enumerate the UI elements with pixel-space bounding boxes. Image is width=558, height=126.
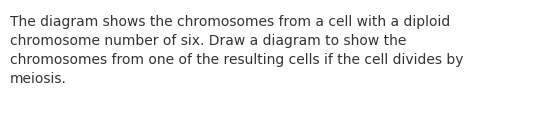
Text: The diagram shows the chromosomes from a cell with a diploid
chromosome number o: The diagram shows the chromosomes from a…	[10, 15, 464, 86]
